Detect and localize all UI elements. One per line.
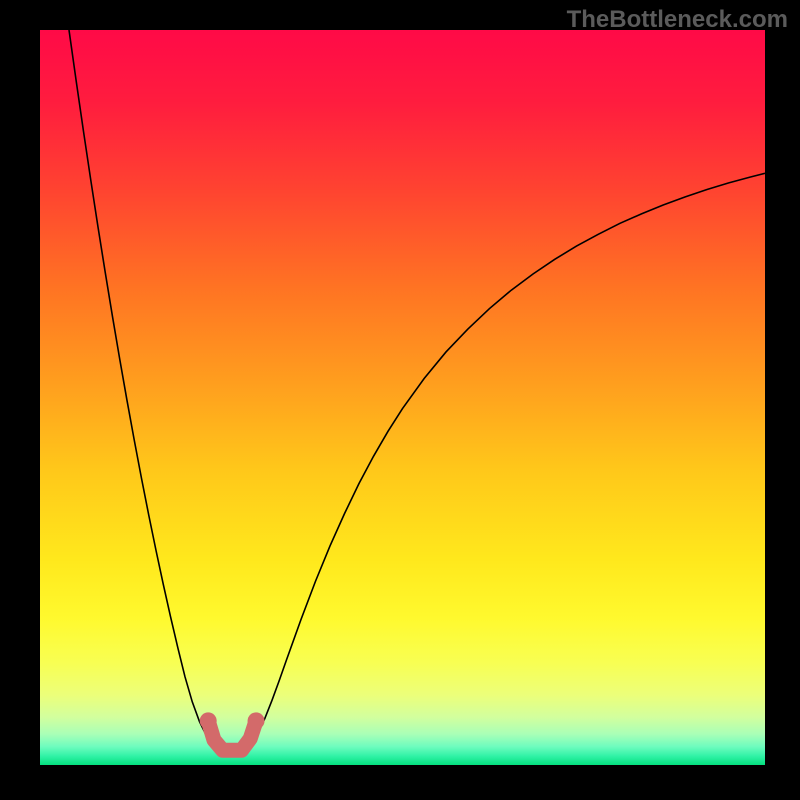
plot-area — [40, 30, 765, 765]
gradient-background — [40, 30, 765, 765]
bottom-marker-dot-0 — [200, 712, 217, 729]
outer-frame: TheBottleneck.com — [0, 0, 800, 800]
bottom-marker-dot-1 — [248, 712, 265, 729]
chart-svg — [40, 30, 765, 765]
attribution-text: TheBottleneck.com — [567, 6, 788, 34]
